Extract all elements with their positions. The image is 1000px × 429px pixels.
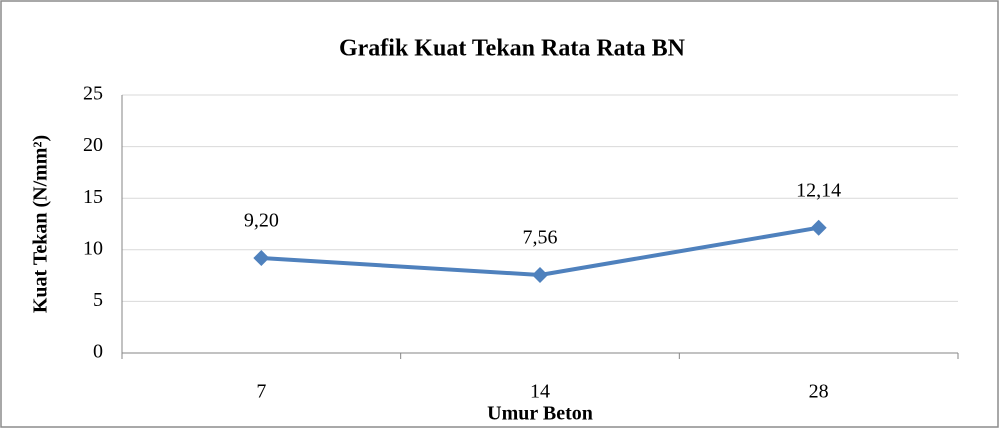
- chart-title: Grafik Kuat Tekan Rata Rata BN: [339, 36, 686, 62]
- y-tick-label: 20: [83, 134, 103, 156]
- y-tick-label: 25: [83, 83, 103, 105]
- x-tick-label: 7: [256, 381, 266, 403]
- x-tick-label: 14: [530, 381, 550, 403]
- data-point: [253, 250, 270, 267]
- x-tick-label: 28: [809, 381, 829, 403]
- y-tick-label: 15: [83, 186, 103, 208]
- data-label: 7,56: [523, 227, 558, 249]
- data-point: [532, 266, 548, 283]
- data-label: 12,14: [796, 179, 841, 201]
- y-axis-label: Kuat Tekan (N/mm²): [30, 135, 52, 313]
- y-tick-label: 0: [93, 341, 103, 363]
- data-point: [810, 219, 827, 236]
- data-label: 9,20: [244, 210, 279, 232]
- y-tick-label: 5: [93, 289, 103, 311]
- x-axis-label: Umur Beton: [487, 403, 593, 425]
- y-tick-label: 10: [83, 237, 103, 259]
